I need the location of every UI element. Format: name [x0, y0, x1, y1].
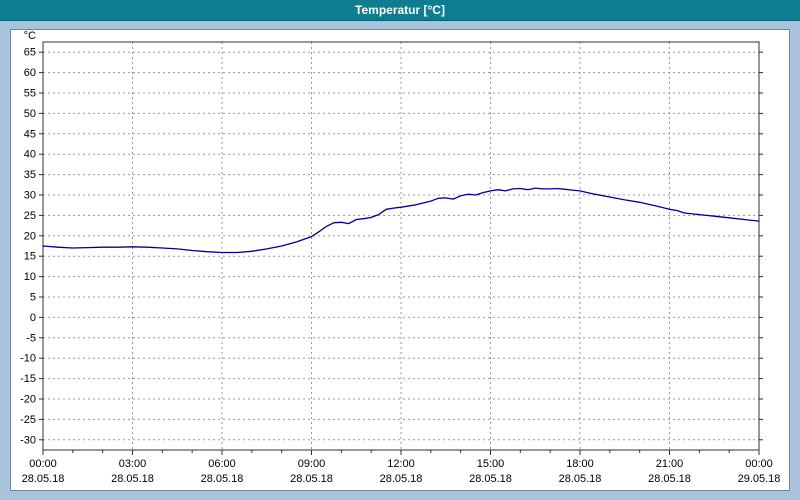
- svg-text:28.05.18: 28.05.18: [290, 473, 333, 485]
- titlebar: Temperatur [°C]: [0, 0, 800, 21]
- svg-text:40: 40: [24, 149, 36, 161]
- svg-text:06:00: 06:00: [208, 458, 236, 470]
- svg-text:-20: -20: [20, 394, 36, 406]
- svg-text:28.05.18: 28.05.18: [380, 473, 423, 485]
- svg-text:55: 55: [24, 88, 36, 100]
- chart-title: Temperatur [°C]: [355, 3, 445, 17]
- svg-text:28.05.18: 28.05.18: [111, 473, 154, 485]
- svg-text:-5: -5: [26, 332, 36, 344]
- svg-text:28.05.18: 28.05.18: [559, 473, 602, 485]
- svg-text:25: 25: [24, 210, 36, 222]
- svg-text:45: 45: [24, 128, 36, 140]
- svg-text:35: 35: [24, 169, 36, 181]
- svg-text:-15: -15: [20, 373, 36, 385]
- svg-text:°C: °C: [24, 30, 36, 42]
- svg-text:0: 0: [30, 312, 36, 324]
- temperature-line-chart: 65605550454035302520151050-5-10-15-20-25…: [20, 30, 781, 485]
- svg-text:15: 15: [24, 251, 36, 263]
- svg-text:10: 10: [24, 271, 36, 283]
- svg-text:12:00: 12:00: [387, 458, 415, 470]
- svg-text:5: 5: [30, 292, 36, 304]
- svg-text:30: 30: [24, 190, 36, 202]
- svg-text:03:00: 03:00: [119, 458, 147, 470]
- svg-text:20: 20: [24, 230, 36, 242]
- svg-text:28.05.18: 28.05.18: [22, 473, 65, 485]
- svg-text:-30: -30: [20, 434, 36, 446]
- svg-text:28.05.18: 28.05.18: [469, 473, 512, 485]
- svg-text:28.05.18: 28.05.18: [201, 473, 244, 485]
- svg-text:18:00: 18:00: [566, 458, 594, 470]
- svg-text:29.05.18: 29.05.18: [738, 473, 781, 485]
- svg-text:65: 65: [24, 47, 36, 59]
- svg-text:21:00: 21:00: [656, 458, 684, 470]
- svg-text:00:00: 00:00: [29, 458, 57, 470]
- chart-panel: 65 60 55 50 45 40 35 30 25 20 15 10 5 0 -5 -10 -15 -20 -25…: [10, 29, 790, 491]
- svg-text:15:00: 15:00: [477, 458, 505, 470]
- svg-text:60: 60: [24, 67, 36, 79]
- svg-text:-10: -10: [20, 353, 36, 365]
- svg-text:28.05.18: 28.05.18: [648, 473, 691, 485]
- svg-text:09:00: 09:00: [298, 458, 326, 470]
- svg-text:00:00: 00:00: [745, 458, 773, 470]
- svg-text:50: 50: [24, 108, 36, 120]
- svg-text:-25: -25: [20, 414, 36, 426]
